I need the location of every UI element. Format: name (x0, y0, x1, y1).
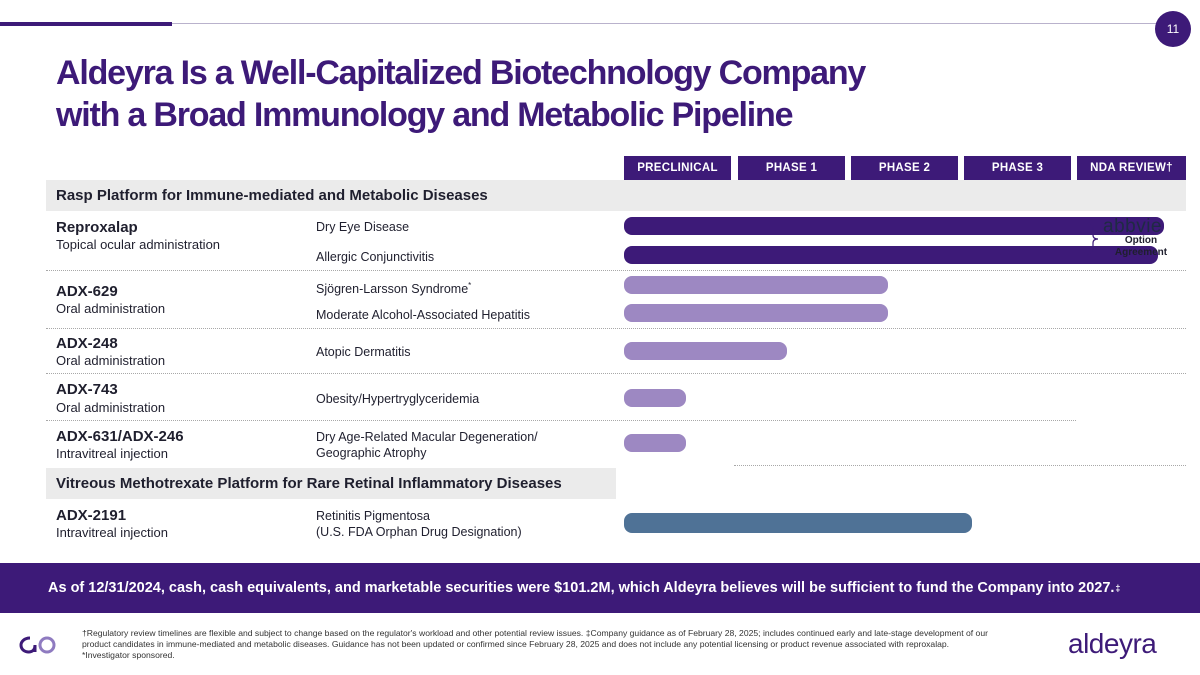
banner-footnote-mark: ‡ (1115, 583, 1121, 593)
phase-header-preclinical: PRECLINICAL (624, 156, 731, 180)
top-accent-bar (0, 22, 172, 26)
aldeyra-logo: aldeyra (1068, 628, 1157, 659)
banner-text: As of 12/31/2024, cash, cash equivalents… (48, 580, 1115, 596)
option-agreement-label: Option Agreement (1108, 235, 1174, 259)
page-title: Aldeyra Is a Well-Capitalized Biotechnol… (56, 52, 956, 136)
program-name-adx-631: ADX-631/ADX-246 (56, 428, 184, 445)
indication-rp-line-1: Retinitis Pigmentosa (316, 509, 430, 523)
program-route-adx-2191: Intravitreal injection (56, 525, 168, 540)
section-header-methotrexate: Vitreous Methotrexate Platform for Rare … (46, 468, 616, 499)
section-header-rasp: Rasp Platform for Immune-mediated and Me… (46, 180, 1186, 211)
row-divider (734, 465, 1186, 466)
progress-bar-alcohol-hepatitis (624, 304, 888, 322)
brace-icon (1086, 222, 1099, 256)
indication-retinitis-pigmentosa: Retinitis Pigmentosa (U.S. FDA Orphan Dr… (316, 508, 522, 540)
program-route-adx-631: Intravitreal injection (56, 446, 168, 461)
program-route-reproxalap: Topical ocular administration (56, 237, 221, 252)
indication-amd-line-1: Dry Age-Related Macular Degeneration/ (316, 430, 538, 444)
progress-bar-retinitis-pigmentosa (624, 513, 972, 533)
progress-bar-atopic-dermatitis (624, 342, 787, 360)
program-name-adx-629: ADX-629 (56, 283, 118, 300)
aldeyra-symbol-icon (19, 636, 56, 654)
phase-header-phase-1: PHASE 1 (738, 156, 845, 180)
indication-obesity: Obesity/Hypertryglyceridemia (316, 392, 480, 406)
investigator-sponsored-mark: * (468, 281, 472, 290)
program-name-reproxalap: Reproxalap (56, 219, 138, 236)
option-line: Option (1124, 235, 1158, 246)
progress-bar-allergic-conjunctivitis (624, 246, 1158, 264)
abbvie-logo: abbvie (1103, 216, 1162, 237)
row-divider (46, 270, 1186, 271)
program-route-adx-248: Oral administration (56, 353, 166, 368)
program-route-adx-743: Oral administration (56, 400, 166, 415)
agreement-line: Agreement (1114, 247, 1168, 258)
progress-bar-macular-degeneration (624, 434, 686, 452)
progress-bar-sjogren-larsson (624, 276, 888, 294)
indication-sjogren-larsson-label: Sjögren-Larsson Syndrome (316, 282, 469, 297)
phase-header-phase-2: PHASE 2 (851, 156, 958, 180)
cash-guidance-banner: As of 12/31/2024, cash, cash equivalents… (0, 563, 1200, 613)
program-name-adx-248: ADX-248 (56, 335, 118, 352)
progress-bar-obesity (624, 389, 686, 407)
indication-dry-eye-disease: Dry Eye Disease (316, 220, 410, 234)
progress-bar-dry-eye-disease (624, 217, 1164, 235)
program-route-adx-629: Oral administration (56, 301, 166, 316)
indication-alcohol-hepatitis: Moderate Alcohol-Associated Hepatitis (316, 308, 531, 322)
row-divider (46, 373, 1186, 374)
phase-header-nda-review: NDA REVIEW† (1077, 156, 1186, 180)
row-divider (46, 328, 1186, 329)
program-name-adx-743: ADX-743 (56, 381, 118, 398)
phase-header-phase-3: PHASE 3 (964, 156, 1071, 180)
indication-macular-degeneration: Dry Age-Related Macular Degeneration/ Ge… (316, 429, 538, 461)
indication-atopic-dermatitis: Atopic Dermatitis (316, 345, 411, 359)
indication-rp-line-2: (U.S. FDA Orphan Drug Designation) (316, 525, 522, 539)
top-rule (0, 23, 1160, 24)
program-name-adx-2191: ADX-2191 (56, 507, 127, 524)
indication-sjogren-larsson: Sjögren-Larsson Syndrome* (316, 278, 471, 297)
indication-amd-line-2: Geographic Atrophy (316, 446, 427, 460)
row-divider (46, 420, 1076, 421)
footnote: †Regulatory review timelines are flexibl… (82, 628, 988, 660)
indication-allergic-conjunctivitis: Allergic Conjunctivitis (316, 250, 435, 264)
title-line-2: with a Broad Immunology and Metabolic Pi… (56, 96, 794, 134)
page-number-badge: 11 (1155, 11, 1191, 47)
title-line-1: Aldeyra Is a Well-Capitalized Biotechnol… (56, 54, 866, 92)
